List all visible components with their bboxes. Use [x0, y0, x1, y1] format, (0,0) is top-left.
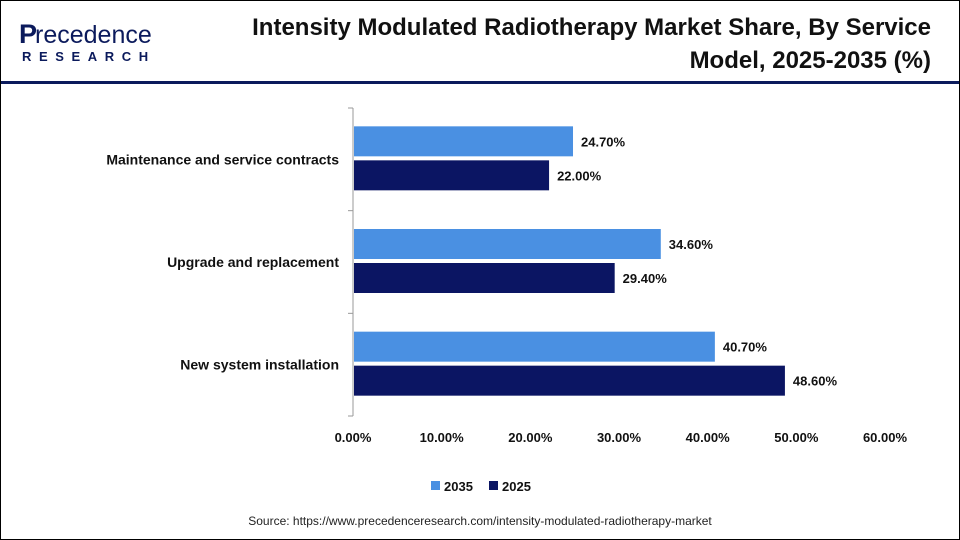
bar-2025	[354, 263, 615, 293]
legend-label: 2035	[444, 479, 473, 494]
bar-2025	[354, 160, 550, 191]
x-tick-label: 0.00%	[335, 430, 372, 445]
x-tick-label: 10.00%	[420, 430, 465, 445]
data-label: 22.00%	[557, 168, 602, 183]
x-tick-label: 20.00%	[508, 430, 553, 445]
x-tick-label: 50.00%	[774, 430, 819, 445]
bar-2025	[354, 365, 785, 396]
category-label: Maintenance and service contracts	[106, 151, 339, 167]
source-text: Source: https://www.precedenceresearch.c…	[248, 514, 712, 528]
bar-2035	[354, 229, 661, 259]
legend-swatch-2025	[489, 481, 498, 490]
legend-swatch-2035	[431, 481, 440, 490]
data-label: 48.60%	[793, 374, 838, 389]
data-label: 24.70%	[581, 134, 626, 149]
x-tick-label: 40.00%	[686, 430, 731, 445]
data-label: 40.70%	[723, 340, 768, 355]
bar-2035	[354, 331, 715, 362]
data-label: 29.40%	[623, 271, 668, 286]
bar-2035	[354, 126, 574, 157]
x-tick-label: 60.00%	[863, 430, 908, 445]
data-label: 34.60%	[669, 237, 714, 252]
header-divider	[1, 81, 959, 84]
x-tick-label: 30.00%	[597, 430, 642, 445]
category-label: Upgrade and replacement	[167, 254, 339, 270]
category-label: New system installation	[180, 357, 339, 373]
chart-title: Intensity Modulated Radiotherapy Market …	[252, 14, 931, 74]
legend-label: 2025	[502, 479, 531, 494]
